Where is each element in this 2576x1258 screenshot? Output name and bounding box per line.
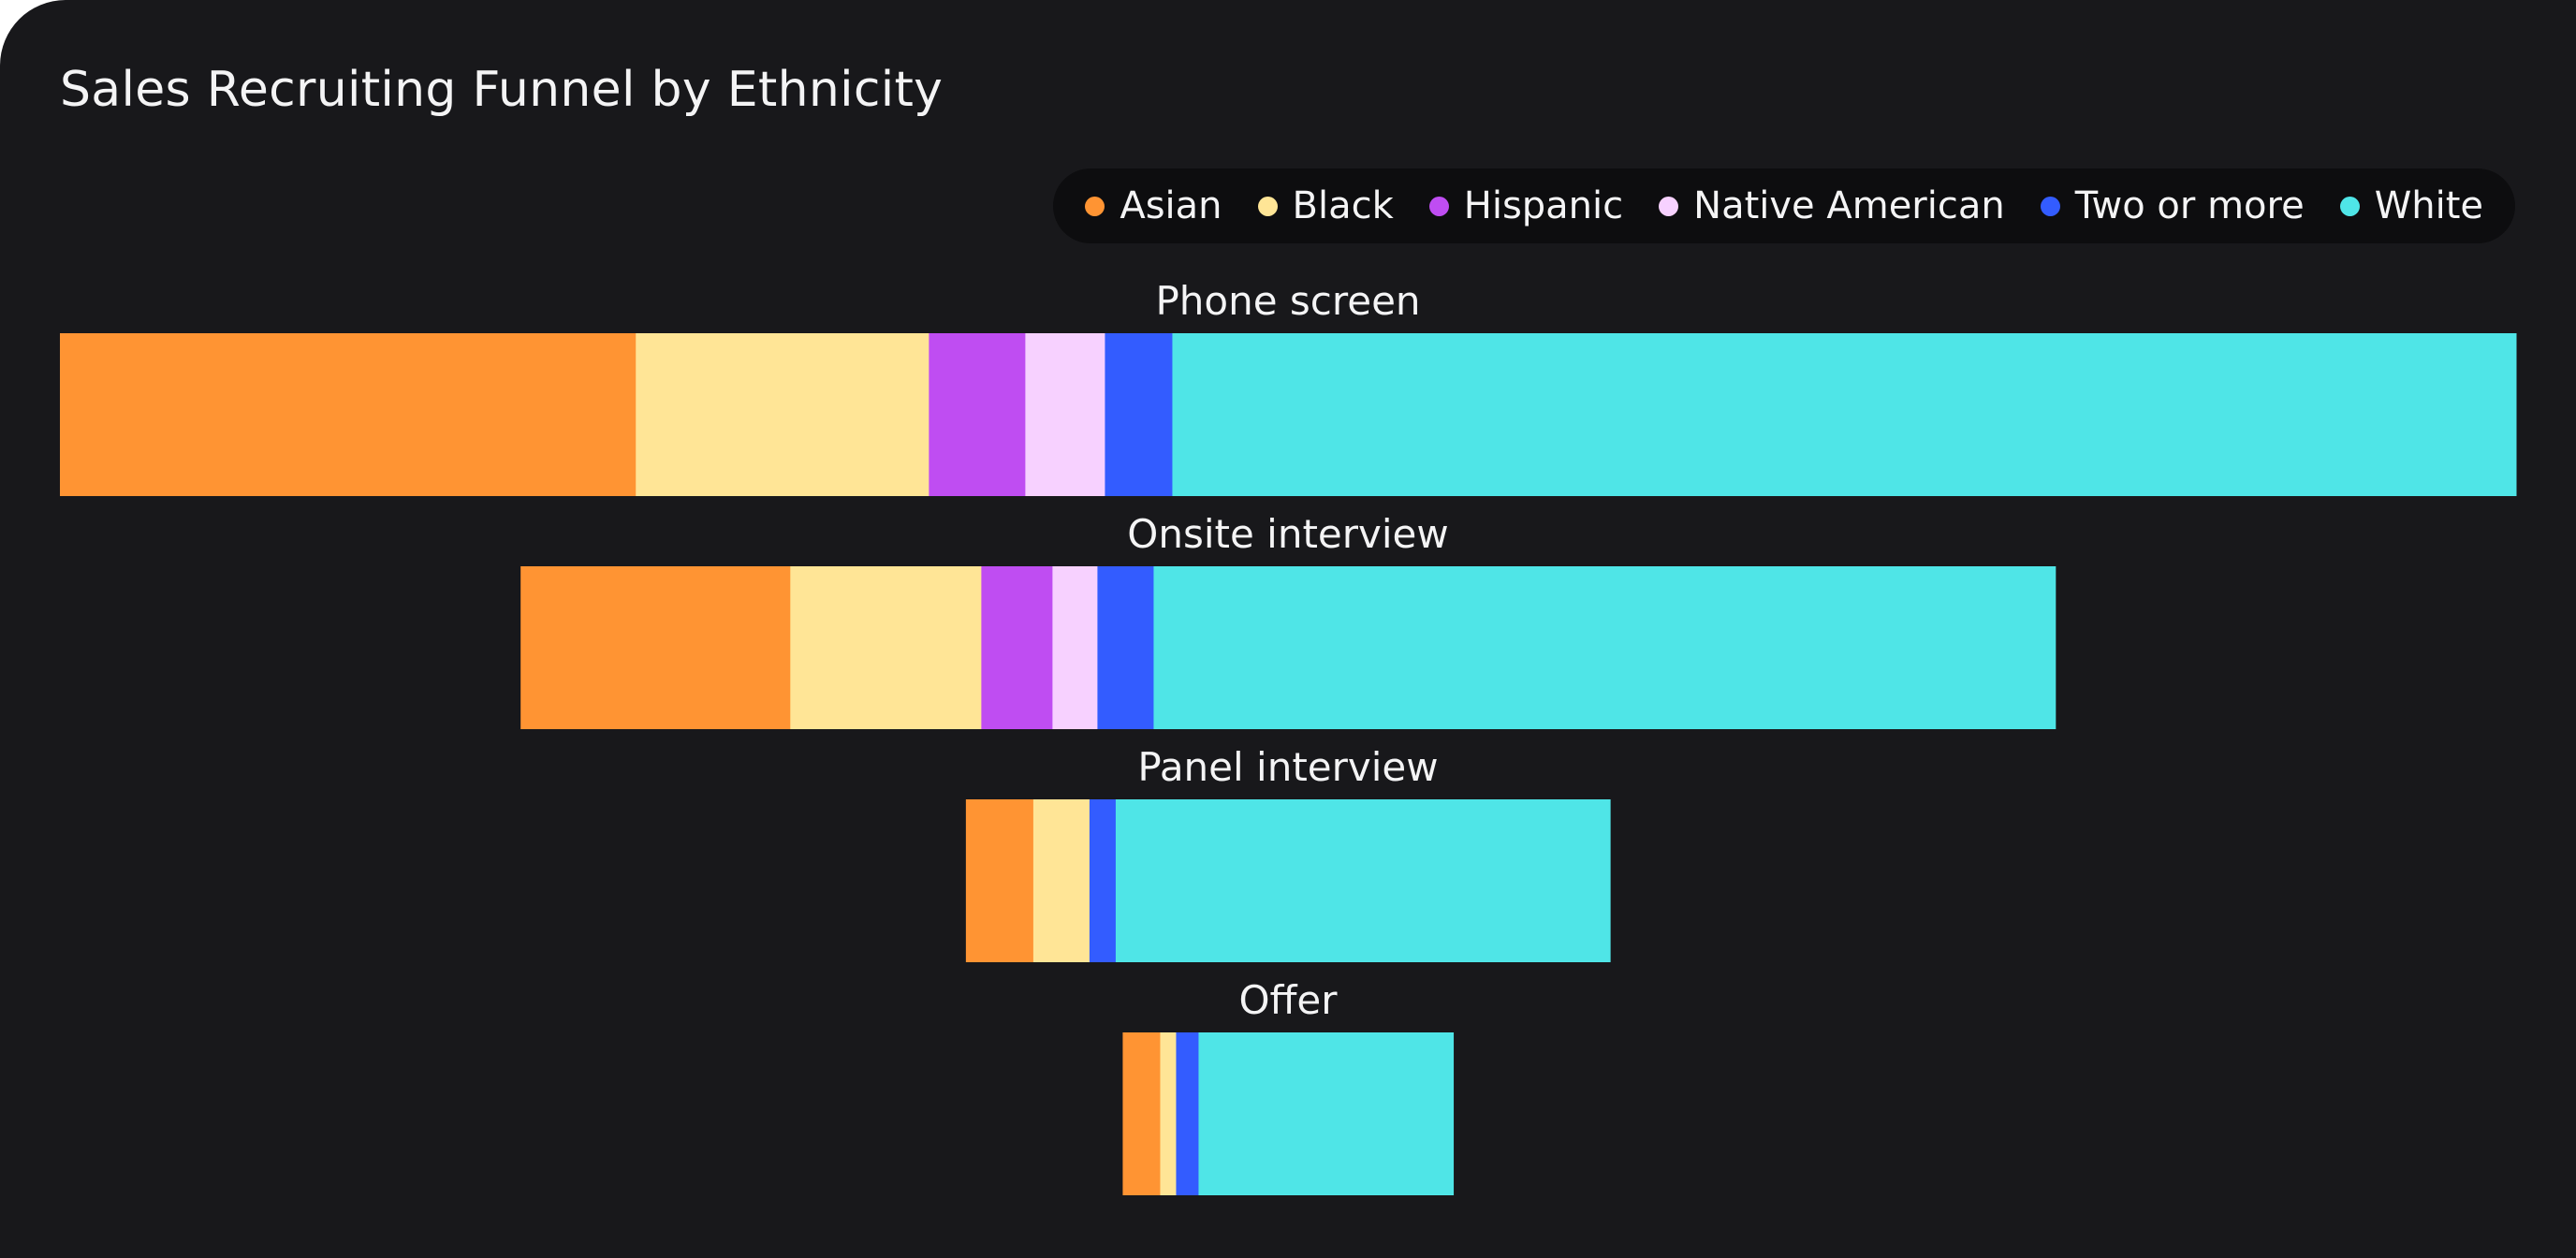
chart-title: Sales Recruiting Funnel by Ethnicity bbox=[60, 62, 944, 118]
legend-label: Two or more bbox=[2074, 184, 2305, 227]
bar-segment-black[interactable] bbox=[636, 333, 929, 496]
bar-segment-hispanic[interactable] bbox=[929, 333, 1026, 496]
bar-segment-native-american[interactable] bbox=[1025, 333, 1105, 496]
legend-marker bbox=[1257, 196, 1278, 216]
legend-marker bbox=[2040, 196, 2060, 216]
legend-marker bbox=[2339, 196, 2360, 216]
legend-label: Asian bbox=[1120, 184, 1222, 227]
stage-offer: Offer bbox=[1122, 977, 1455, 1195]
legend-marker bbox=[1085, 196, 1105, 216]
stage-label: Panel interview bbox=[1137, 744, 1438, 790]
legend-item-black[interactable]: Black bbox=[1257, 184, 1394, 227]
legend-label: Black bbox=[1292, 184, 1394, 227]
bar-segment-two-or-more[interactable] bbox=[1097, 566, 1154, 729]
legend-marker bbox=[1659, 196, 1679, 216]
bar-segment-black[interactable] bbox=[790, 566, 982, 729]
bar-segment-white[interactable] bbox=[1115, 799, 1611, 962]
bar-segment-hispanic[interactable] bbox=[981, 566, 1053, 729]
bar-segment-black[interactable] bbox=[1160, 1032, 1177, 1195]
bar-segment-two-or-more[interactable] bbox=[1089, 799, 1117, 962]
legend-item-hispanic[interactable]: Hispanic bbox=[1428, 184, 1624, 227]
bar-segment-two-or-more[interactable] bbox=[1176, 1032, 1199, 1195]
bar-segment-asian[interactable] bbox=[1122, 1032, 1161, 1195]
legend-item-white[interactable]: White bbox=[2339, 184, 2483, 227]
legend-label: White bbox=[2374, 184, 2483, 227]
stage-panel-interview: Panel interview bbox=[965, 744, 1611, 962]
legend-item-asian[interactable]: Asian bbox=[1085, 184, 1222, 227]
bar-segment-white[interactable] bbox=[1153, 566, 2056, 729]
legend-label: Native American bbox=[1693, 184, 2005, 227]
stage-label: Onsite interview bbox=[1127, 511, 1448, 557]
stage-phone-screen: Phone screen bbox=[60, 278, 2517, 496]
bar-segment-white[interactable] bbox=[1172, 333, 2517, 496]
bar-segment-black[interactable] bbox=[1032, 799, 1090, 962]
legend: Asian Black Hispanic Native American Two or … bbox=[1053, 168, 2515, 243]
stage-onsite-interview: Onsite interview bbox=[520, 511, 2056, 729]
bar-segment-two-or-more[interactable] bbox=[1105, 333, 1173, 496]
stage-label: Phone screen bbox=[1155, 278, 1420, 324]
legend-marker bbox=[1428, 196, 1449, 216]
bar-segment-asian[interactable] bbox=[520, 566, 791, 729]
legend-item-native-american[interactable]: Native American bbox=[1659, 184, 2005, 227]
bar-segment-asian[interactable] bbox=[965, 799, 1034, 962]
bar-segment-native-american[interactable] bbox=[1052, 566, 1098, 729]
stage-label: Offer bbox=[1238, 977, 1338, 1023]
bar-segment-white[interactable] bbox=[1198, 1032, 1455, 1195]
legend-item-two-or-more[interactable]: Two or more bbox=[2040, 184, 2305, 227]
legend-label: Hispanic bbox=[1463, 184, 1624, 227]
bar-segment-asian[interactable] bbox=[60, 333, 637, 496]
